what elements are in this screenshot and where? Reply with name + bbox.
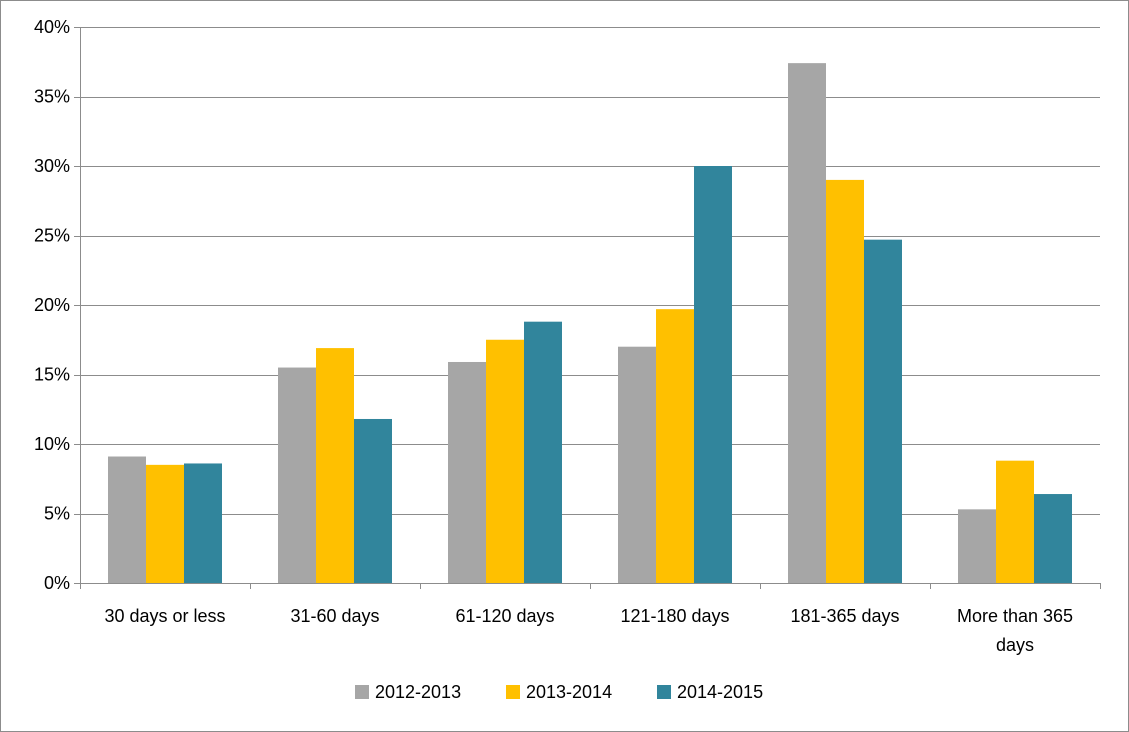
legend-label: 2012-2013 (375, 682, 461, 702)
bar-2014-2015-30-days-or-less[interactable] (184, 463, 222, 583)
legend-swatch (355, 685, 369, 699)
bar-2012-2013-30-days-or-less[interactable] (108, 456, 146, 583)
y-tick-label: 20% (34, 295, 70, 315)
y-tick-label: 0% (44, 573, 70, 593)
bars (108, 63, 1072, 584)
legend-label: 2013-2014 (526, 682, 612, 702)
x-category-label: 181-365 days (790, 606, 899, 626)
x-axis-category-labels: 30 days or less 31-60 days 61-120 days 121-… (104, 606, 1073, 655)
legend-item-2014-2015[interactable]: 2014-2015 (657, 682, 763, 702)
bar-2012-2013-more-than-365-days[interactable] (958, 509, 996, 583)
bar-2013-2014-30-days-or-less[interactable] (146, 464, 184, 583)
legend-swatch (657, 685, 671, 699)
bar-2014-2015-more-than-365-days[interactable] (1034, 494, 1072, 583)
x-category-label: 121-180 days (620, 606, 729, 626)
y-tick-label: 30% (34, 156, 70, 176)
bar-2012-2013-61-120-days[interactable] (448, 361, 486, 583)
y-tick-label: 40% (34, 17, 70, 37)
y-tick-label: 35% (34, 87, 70, 107)
bar-2013-2014-31-60-days[interactable] (316, 348, 354, 583)
bar-2012-2013-181-365-days[interactable] (788, 63, 826, 583)
x-category-label: days (996, 635, 1034, 655)
y-tick-label: 10% (34, 434, 70, 454)
gridlines (80, 27, 1100, 515)
bar-2014-2015-181-365-days[interactable] (864, 239, 902, 584)
legend-label: 2014-2015 (677, 682, 763, 702)
x-category-label: 31-60 days (290, 606, 379, 626)
y-tick-label: 5% (44, 504, 70, 524)
legend-item-2012-2013[interactable]: 2012-2013 (355, 682, 461, 702)
bar-2014-2015-121-180-days[interactable] (694, 166, 732, 583)
legend[interactable]: 2012-2013 2013-2014 2014-2015 (355, 682, 763, 702)
axes (74, 27, 1101, 589)
x-category-label: 30 days or less (104, 606, 225, 626)
y-axis-tick-labels: 0% 5% 10% 15% 20% 25% 30% 35% 40% (34, 17, 70, 593)
legend-item-2013-2014[interactable]: 2013-2014 (506, 682, 612, 702)
y-tick-label: 25% (34, 226, 70, 246)
bar-2013-2014-more-than-365-days[interactable] (996, 460, 1034, 583)
x-category-label: More than 365 (957, 606, 1073, 626)
bar-2014-2015-31-60-days[interactable] (354, 418, 392, 583)
bar-2014-2015-61-120-days[interactable] (524, 321, 562, 583)
bar-2012-2013-121-180-days[interactable] (618, 346, 656, 583)
bar-2012-2013-31-60-days[interactable] (278, 367, 316, 583)
legend-swatch (506, 685, 520, 699)
bar-2013-2014-121-180-days[interactable] (656, 309, 694, 583)
bar-2013-2014-181-365-days[interactable] (826, 179, 864, 583)
x-category-label: 61-120 days (455, 606, 554, 626)
y-tick-label: 15% (34, 365, 70, 385)
bar-2013-2014-61-120-days[interactable] (486, 339, 524, 583)
